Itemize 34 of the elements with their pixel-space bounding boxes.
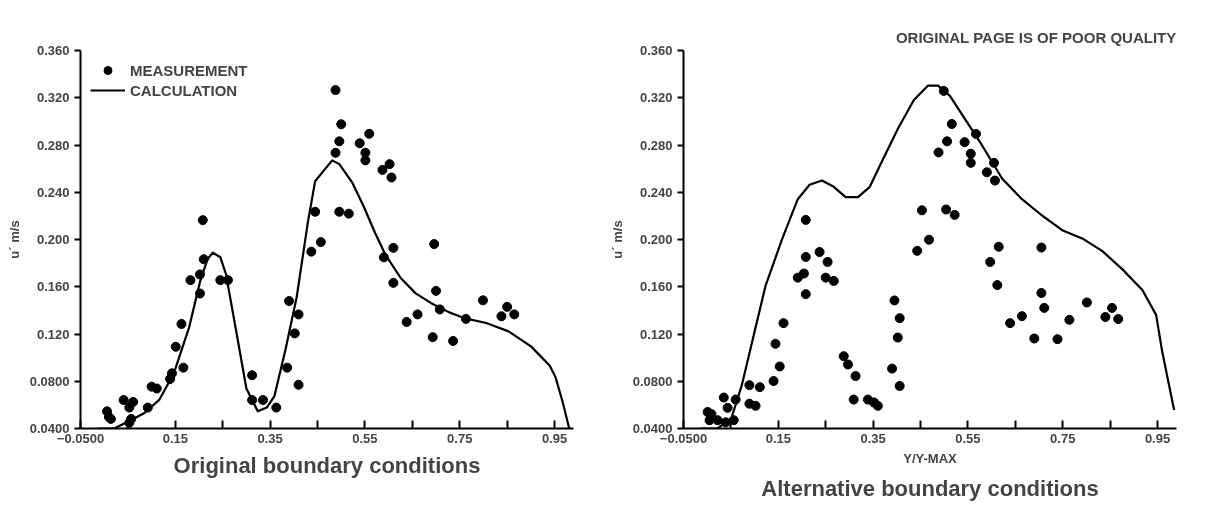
y-tick-label: 0.360 <box>36 43 70 58</box>
x-tick-label: 0.35 <box>860 430 886 446</box>
legend-label: CALCULATION <box>130 81 238 99</box>
y-tick-label: 0.320 <box>36 90 70 106</box>
y-tick-label: 0.200 <box>639 232 673 247</box>
y-tick-label: 0.160 <box>639 279 673 295</box>
x-tick-label: 0.75 <box>447 430 473 446</box>
y-axis-title: u´ m/s <box>6 220 22 259</box>
y-tick-label: 0.0800 <box>632 373 673 389</box>
y-tick-label: 0.280 <box>639 137 673 153</box>
x-tick-label: 0.75 <box>1050 430 1076 446</box>
y-tick-label: 0.0800 <box>29 373 70 389</box>
legend-label: MEASUREMENT <box>130 61 248 79</box>
x-tick-label: 0.55 <box>352 430 378 446</box>
text: Original boundary conditions <box>173 452 481 478</box>
y-tick-label: 0.120 <box>36 326 70 342</box>
x-tick-label: 0.95 <box>541 430 568 446</box>
x-tick-label: 0.15 <box>162 430 188 446</box>
x-tick-label: 0.35 <box>257 430 283 446</box>
x-tick-label: 0.55 <box>955 430 981 446</box>
y-tick-label: 0.320 <box>639 90 673 106</box>
y-tick-label: 0.240 <box>639 184 673 200</box>
text: Alternative boundary conditions <box>761 475 1099 501</box>
y-tick-label: 0.160 <box>36 279 70 295</box>
text: ORIGINAL PAGE IS OF POOR QUALITY <box>895 28 1177 46</box>
x-tick-label: 0.15 <box>765 430 791 446</box>
y-tick-label: 0.280 <box>36 137 70 153</box>
y-tick-label: 0.200 <box>36 232 70 247</box>
y-tick-label: 0.360 <box>639 43 673 58</box>
x-tick-label: 0.95 <box>1144 430 1171 446</box>
y-tick-label: 0.120 <box>639 326 673 342</box>
y-tick-label: 0.240 <box>36 184 70 200</box>
x-axis-title: Y/Y-MAX <box>903 450 958 466</box>
y-axis-title: u´ m/s <box>609 220 625 259</box>
